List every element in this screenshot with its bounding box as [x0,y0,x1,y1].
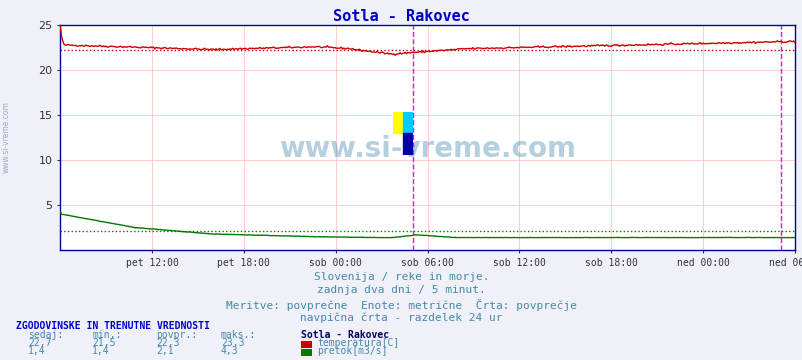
Text: 4,3: 4,3 [221,346,238,356]
Text: pretok[m3/s]: pretok[m3/s] [317,346,387,356]
Text: www.si-vreme.com: www.si-vreme.com [279,135,575,163]
Text: maks.:: maks.: [221,330,256,341]
Text: Sotla - Rakovec: Sotla - Rakovec [333,9,469,24]
Text: Slovenija / reke in morje.: Slovenija / reke in morje. [314,272,488,282]
Text: ZGODOVINSKE IN TRENUTNE VREDNOSTI: ZGODOVINSKE IN TRENUTNE VREDNOSTI [16,321,209,332]
Text: Sotla - Rakovec: Sotla - Rakovec [301,330,389,341]
Text: 2,1: 2,1 [156,346,174,356]
Text: 23,3: 23,3 [221,338,244,348]
Text: 22,7: 22,7 [28,338,51,348]
Bar [403,133,412,155]
Text: 21,5: 21,5 [92,338,115,348]
Bar [392,112,403,133]
Text: min.:: min.: [92,330,122,341]
Text: Meritve: povprečne  Enote: metrične  Črta: povprečje: Meritve: povprečne Enote: metrične Črta:… [225,299,577,311]
Text: temperatura[C]: temperatura[C] [317,338,399,348]
Text: navpična črta - razdelek 24 ur: navpična črta - razdelek 24 ur [300,313,502,323]
Text: povpr.:: povpr.: [156,330,197,341]
Text: zadnja dva dni / 5 minut.: zadnja dva dni / 5 minut. [317,285,485,296]
Bar [403,112,412,133]
Text: 1,4: 1,4 [92,346,110,356]
Text: sedaj:: sedaj: [28,330,63,341]
Text: 1,4: 1,4 [28,346,46,356]
Text: www.si-vreme.com: www.si-vreme.com [2,101,11,173]
Text: 22,3: 22,3 [156,338,180,348]
